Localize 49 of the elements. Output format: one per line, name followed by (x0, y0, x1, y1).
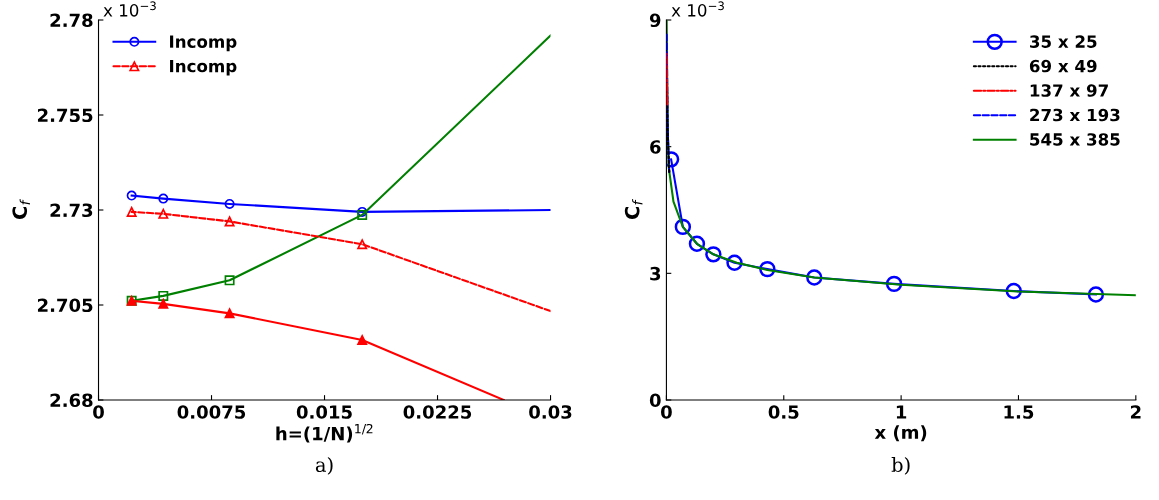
y-tick-label: 6 (650, 140, 661, 154)
y-tick-label: 2.755 (37, 108, 93, 123)
point (158, 193, 169, 204)
legend-label: 35 x 25 (1030, 35, 1097, 48)
point (224, 216, 235, 227)
point (357, 334, 368, 345)
x-tick-label: 0.015 (296, 405, 352, 419)
point (224, 198, 235, 209)
y-axis-title: C$_{f}$ (12, 198, 30, 219)
x-tick-label: 1 (896, 405, 907, 419)
point (688, 235, 706, 252)
text: b) (891, 457, 910, 475)
y-tick-label: 9 (649, 13, 661, 28)
x-tick-label: 2 (1130, 405, 1141, 419)
y-axis-title: C$_{f}$ (624, 198, 643, 219)
y-tick-label: 2.68 (50, 393, 93, 408)
point (158, 208, 169, 219)
legend-label: 69 x 49 (1029, 59, 1097, 73)
point (126, 206, 137, 217)
x-tick-label: 0 (661, 405, 672, 419)
text: x 10$^{−3}$ (671, 1, 724, 17)
x-tick-label: 0.0225 (403, 405, 472, 419)
legend-label: 545 x 385 (1030, 133, 1120, 146)
text: a) (315, 457, 333, 475)
point (224, 275, 235, 286)
x-tick-label: 1.5 (1004, 405, 1034, 419)
y-tick-label: 2.73 (50, 203, 93, 218)
legend-label: 273 x 193 (1030, 108, 1120, 122)
point (357, 239, 368, 250)
point (126, 190, 137, 201)
y-tick-label: 2.78 (50, 13, 93, 28)
y-tick-label: 3 (650, 266, 661, 281)
x-tick-label: 0.0075 (177, 405, 246, 419)
legend-label: Incomp (170, 59, 237, 76)
point (224, 308, 235, 319)
x-axis-title: h=(1/N)$^{1/2}$ (276, 423, 373, 443)
point (158, 290, 169, 301)
x-tick-label: 0 (93, 405, 104, 419)
point (726, 254, 743, 271)
x-axis-title: x (m) (874, 425, 927, 442)
y-tick-label: 2.705 (37, 298, 93, 313)
x-tick-label: 0.03 (529, 405, 572, 419)
point (705, 246, 722, 263)
text: x 10$^{−3}$ (103, 1, 156, 17)
legend-label: 137 x 97 (1030, 84, 1108, 97)
legend-label: Incomp (170, 35, 237, 52)
point (158, 298, 169, 309)
x-tick-label: 0.5 (768, 405, 799, 419)
y-tick-label: 0 (649, 393, 661, 408)
